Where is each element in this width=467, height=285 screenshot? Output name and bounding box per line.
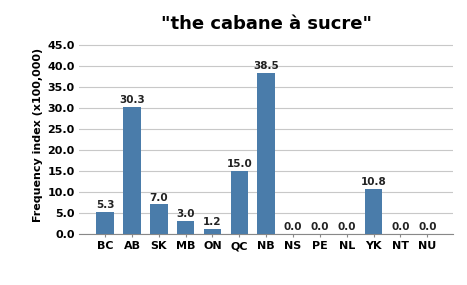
Y-axis label: Frequency index (x100,000): Frequency index (x100,000): [33, 48, 43, 222]
Text: 15.0: 15.0: [226, 159, 252, 169]
Title: "the cabane à sucre": "the cabane à sucre": [161, 15, 372, 33]
Text: 5.3: 5.3: [96, 200, 114, 210]
Text: 0.0: 0.0: [418, 222, 437, 232]
Bar: [257, 73, 275, 234]
Text: 0.0: 0.0: [338, 222, 356, 232]
Text: 10.8: 10.8: [361, 177, 387, 187]
Bar: [96, 211, 114, 234]
Text: 3.0: 3.0: [177, 209, 195, 219]
Text: 30.3: 30.3: [119, 95, 145, 105]
Text: 0.0: 0.0: [391, 222, 410, 232]
Text: 7.0: 7.0: [149, 193, 168, 203]
Bar: [365, 188, 382, 234]
Bar: [150, 204, 168, 234]
Text: 38.5: 38.5: [253, 61, 279, 71]
Bar: [123, 107, 141, 234]
Text: 1.2: 1.2: [203, 217, 222, 227]
Bar: [204, 229, 221, 234]
Text: 0.0: 0.0: [284, 222, 302, 232]
Bar: [177, 221, 194, 234]
Text: 0.0: 0.0: [311, 222, 329, 232]
Bar: [231, 171, 248, 234]
